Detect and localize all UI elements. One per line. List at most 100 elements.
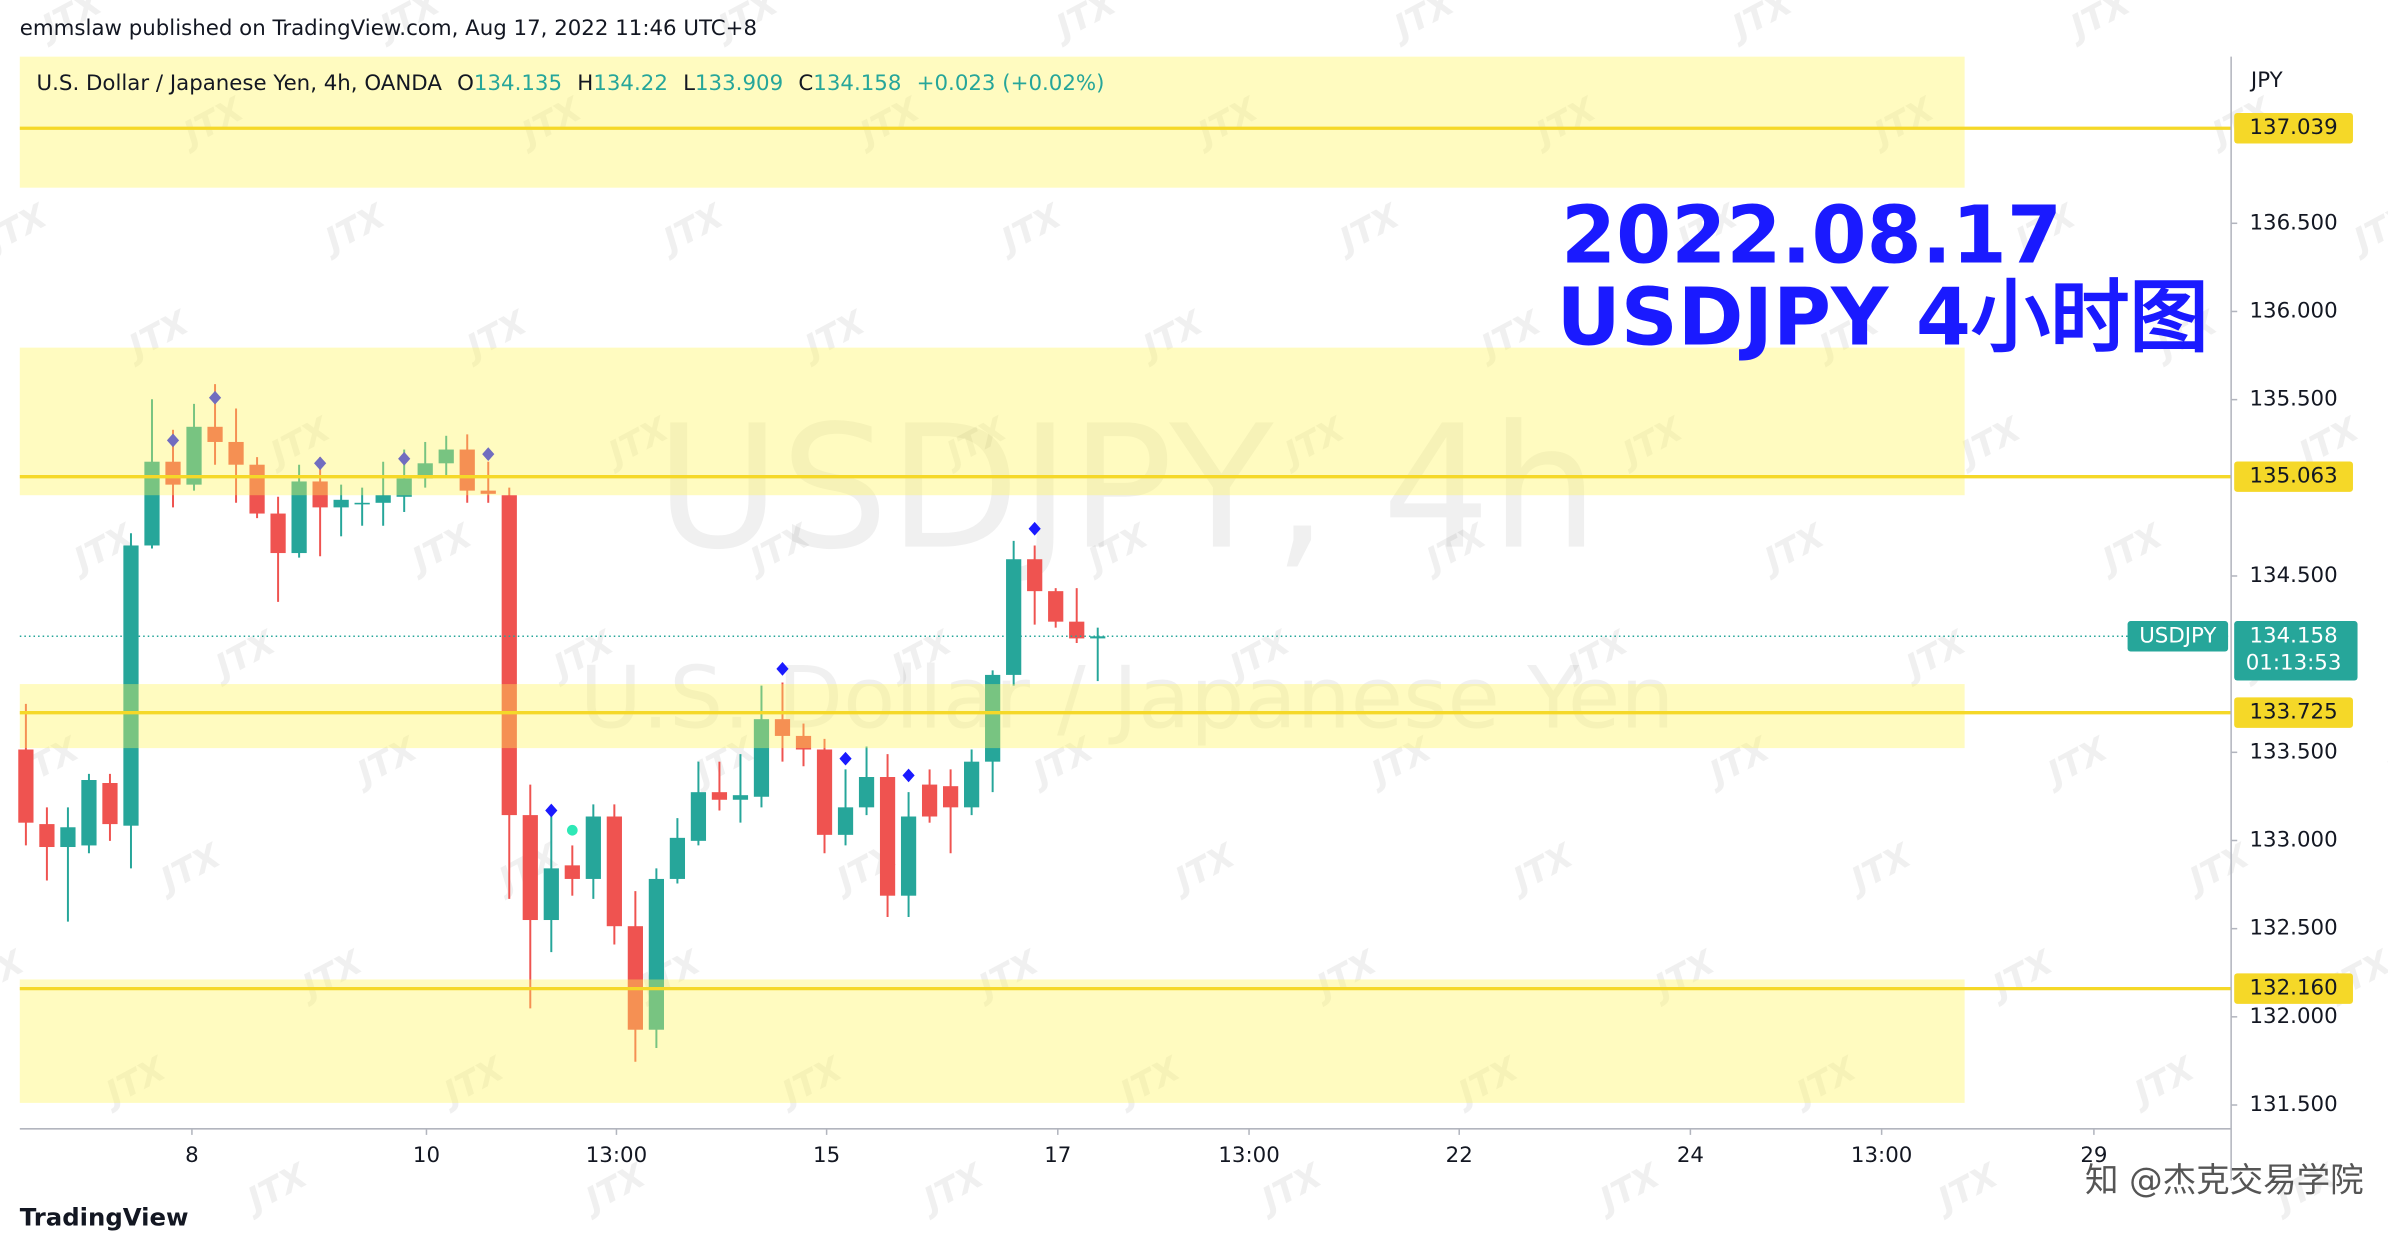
candle-body [543,868,559,921]
level-label-box [2234,973,2353,1004]
candle-body [648,878,664,1030]
candle-body [375,495,391,503]
candle-body [270,513,286,554]
level-label: 133.725 [2250,700,2338,725]
annotation: 2022.08.17 [1561,188,2062,281]
y-tick-label: 136.000 [2250,298,2338,323]
legend-value: 134.135 [474,71,562,96]
legend-value: 134.158 [813,71,901,96]
zone [19,979,1965,1103]
candle-body [1027,559,1043,592]
candle-body [795,735,812,750]
candle-body [753,719,770,797]
candle-body [921,784,938,817]
candle-body [291,481,307,554]
candle-body [564,865,580,879]
candle-body [333,499,349,508]
y-tick-label: 133.000 [2250,827,2338,852]
candle-body [81,780,97,846]
y-unit: JPY [2249,68,2284,93]
symbol-tag [2127,621,2229,652]
plot-area [18,56,2232,1103]
level-label-box [2234,697,2353,728]
candle-body [711,792,728,800]
legend-label: H [577,71,593,96]
candle-body [102,783,118,825]
candle-body [985,674,1001,762]
legend-label: L [683,71,695,96]
symbol-watermark: USDJPY, 4h [655,390,1598,588]
candle-body [816,749,833,835]
candle-body [39,824,55,848]
legend-label: O [457,71,474,96]
x-tick-label: 24 [1677,1143,1704,1168]
candle-body [774,719,791,736]
candle-body [354,502,370,505]
zone [19,56,1965,188]
candle-body [879,777,896,896]
x-tick-label: 29 [2080,1143,2107,1168]
legend: U.S. Dollar / Japanese Yen, 4h, OANDA O13… [37,71,1105,96]
zone [19,684,1965,749]
y-tick-label: 134.500 [2250,563,2338,588]
y-tick-label: 132.000 [2250,1004,2338,1029]
candle-body [1006,559,1022,675]
y-tick-label: 136.500 [2250,210,2338,235]
y-tick-label: 132.500 [2250,916,2338,941]
candle-body [186,426,202,485]
x-tick-label: 8 [185,1143,199,1168]
candle-body [606,816,622,927]
candle-body [627,926,643,1030]
level-label: 137.039 [2250,115,2338,140]
candle-body [585,816,601,879]
candle-body [228,441,244,465]
level-label: 132.160 [2250,976,2338,1001]
x-tick-label: 10 [413,1143,440,1168]
signal-marker [314,456,327,471]
candle-body [858,777,875,808]
candle-body [459,449,475,491]
candle-body [900,816,917,896]
candle-body [964,761,980,808]
candle-body [1069,621,1085,639]
legend-title: U.S. Dollar / Japanese Yen, 4h, OANDA [37,71,443,96]
signal-marker [1028,521,1041,536]
y-tick-label: 131.500 [2250,1092,2338,1117]
publisher: emmslaw published on TradingView.com, Au… [20,16,757,41]
candle-body [165,461,181,485]
level-label: 135.063 [2250,464,2338,489]
level-label-box [2234,461,2353,492]
signal-marker [208,390,222,405]
candle-body [480,490,496,494]
candle-body [18,749,34,823]
x-tick-label: 13:00 [1218,1143,1279,1168]
signal-marker [482,447,495,461]
legend-value: 134.22 [593,71,668,96]
price-tag [2234,621,2358,681]
candle-body [438,449,454,464]
signal-marker [166,433,180,448]
candle-body [522,815,538,921]
candle-body [396,478,412,497]
candle-body [837,807,854,835]
candle-body [732,795,749,800]
signal-marker [566,824,578,836]
x-tick-label: 17 [1044,1143,1071,1168]
candle-body [1048,591,1064,622]
price-tag-countdown: 01:13:53 [2246,651,2342,676]
candle-body [207,426,223,442]
x-tick-label: 22 [1446,1143,1473,1168]
x-tick-label: 13:00 [586,1143,647,1168]
candle-body [60,827,76,848]
annotation: USDJPY 4小时图 [1556,271,2208,364]
x-tick-label: 13:00 [1851,1143,1912,1168]
brand-text: TradingView [20,1203,189,1232]
candle-body [669,837,686,879]
candle-body [312,481,328,508]
candle-body [690,792,707,841]
price-tag-value: 134.158 [2250,623,2338,648]
candle-body [942,786,959,808]
